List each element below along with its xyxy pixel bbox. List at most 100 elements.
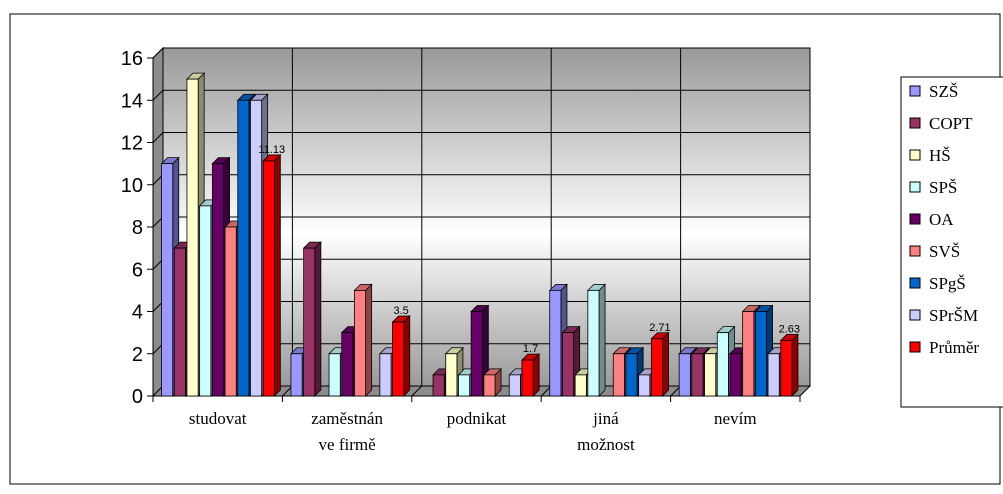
x-tick-label: nevím [714, 409, 757, 428]
legend-swatch [909, 277, 921, 289]
bar-front [161, 163, 174, 397]
bar-front [211, 163, 224, 397]
legend-label: Průměr [929, 338, 979, 357]
y-tick-label: 12 [121, 133, 143, 155]
bar-front [716, 332, 729, 397]
legend-swatch [909, 117, 921, 129]
data-label: 2.71 [649, 322, 670, 334]
bar-front [290, 353, 303, 397]
legend-item: SVŠ [909, 242, 960, 261]
legend-label: SPŠ [929, 178, 957, 197]
bar [586, 283, 607, 397]
bar-side [662, 331, 669, 397]
bar-front [173, 247, 186, 397]
y-tick-label: 0 [132, 386, 143, 408]
bar-front [638, 374, 651, 397]
bar-front [224, 226, 237, 397]
bar-front [780, 340, 793, 397]
legend-label: SPrŠM [929, 306, 978, 325]
gridline-side [152, 132, 164, 143]
legend-swatch [909, 149, 921, 161]
bar-side [314, 241, 322, 397]
x-tick-label: ve firmě [319, 435, 376, 454]
bar-front [742, 311, 755, 397]
bar-front [250, 99, 263, 397]
bar-front [328, 353, 341, 397]
x-tick-label: zaměstnán [311, 409, 383, 428]
legend-label: OA [929, 210, 954, 229]
legend-item: Průměr [909, 338, 979, 357]
bar-side [403, 315, 411, 397]
legend-item: SPrŠM [909, 306, 978, 325]
legend-label: SPgŠ [929, 274, 966, 293]
legend-swatch [909, 341, 921, 353]
y-tick-label: 14 [121, 90, 143, 112]
legend-swatch [909, 245, 921, 257]
data-label: 1.7 [523, 343, 538, 355]
bar-side [598, 283, 606, 397]
bar-front [729, 353, 742, 397]
bar-front [445, 353, 458, 397]
bar-front [767, 353, 780, 397]
data-labels: 11.13 3.5 1.7 2.71 2.63 [258, 144, 800, 355]
bar-front [549, 289, 562, 397]
bar [520, 353, 541, 397]
bar-front [458, 374, 471, 397]
legend-swatch [909, 181, 921, 193]
data-label: 3.5 [394, 305, 409, 317]
bar-front [199, 205, 212, 397]
data-label: 2.63 [779, 323, 800, 335]
bar-side [532, 353, 540, 397]
legend-swatch [909, 85, 921, 97]
bar-front [521, 359, 534, 397]
bar-front [691, 353, 704, 397]
bar-side [791, 333, 799, 397]
bar-front [483, 374, 496, 397]
bar-front [392, 321, 405, 397]
bar-front [379, 353, 392, 397]
bar [302, 241, 322, 397]
bar-front [262, 160, 275, 397]
bar-side [273, 153, 281, 397]
bar-front [625, 353, 638, 397]
y-tick-label: 6 [132, 259, 143, 281]
x-tick-label: možnost [577, 435, 635, 454]
legend-item: HŠ [909, 146, 951, 165]
legend-label: SZŠ [929, 82, 958, 101]
y-tick-label: 4 [132, 302, 143, 324]
bar-front [470, 311, 483, 397]
bar-front [508, 374, 521, 397]
data-label: 11.13 [258, 144, 285, 156]
bars [160, 72, 799, 397]
legend-item: OA [909, 210, 954, 229]
bar-front [574, 374, 587, 397]
bar-front [650, 338, 663, 397]
axes: 0 2 4 6 8 10 12 14 16 studovat zaměstnán ve firmě po… [121, 48, 801, 454]
bar-front [341, 332, 354, 397]
y-tick-label: 2 [132, 344, 143, 366]
legend-item: SZŠ [909, 82, 958, 101]
legend-swatch [909, 213, 921, 225]
bar-front [587, 289, 600, 397]
bar [353, 283, 373, 397]
gridline-side [152, 47, 164, 59]
bar-side [365, 283, 373, 397]
bar-front [303, 247, 316, 397]
bar [650, 331, 670, 397]
legend: SZŠ COPT HŠ SPŠ OA SVŠ SPgŠ SPrŠM Průměr [900, 76, 1003, 408]
x-tick-label: jiná [592, 409, 619, 428]
legend-label: COPT [929, 114, 973, 133]
bar-front [432, 374, 445, 397]
bar-front [562, 332, 575, 397]
bar-front [237, 99, 250, 397]
legend-item: SPŠ [909, 178, 957, 197]
legend-label: HŠ [929, 146, 951, 165]
x-tick-label: podnikat [447, 409, 507, 428]
bar-front [612, 353, 625, 397]
bar [391, 315, 411, 397]
bar-front [754, 311, 767, 397]
bar [262, 153, 282, 397]
legend-swatch [909, 309, 921, 321]
y-tick-label: 8 [132, 217, 143, 239]
